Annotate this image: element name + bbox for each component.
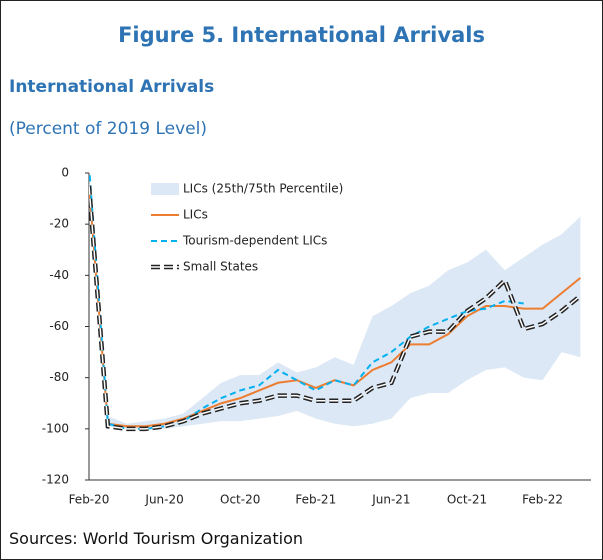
series-line-inner — [89, 185, 581, 430]
x-tick-label: Feb-20 — [69, 493, 110, 507]
x-tick-label: Feb-21 — [295, 493, 336, 507]
x-tick-label: Oct-20 — [220, 493, 260, 507]
y-tick-label: -120 — [42, 473, 69, 487]
figure-title: Figure 5. International Arrivals — [118, 23, 485, 47]
series-line — [89, 173, 524, 430]
y-tick-label: -80 — [49, 370, 69, 384]
x-tick-label: Feb-22 — [522, 493, 563, 507]
unit-note: (Percent of 2019 Level) — [9, 119, 207, 139]
y-tick-label: -20 — [49, 217, 69, 231]
y-tick-label: 0 — [61, 166, 69, 180]
x-tick-label: Jun-20 — [144, 493, 183, 507]
series-line — [89, 185, 582, 428]
chart: -120 -100 -80 -60 -40 -20 0 Feb-20 Jun-20 Oct-20 F… — [42, 166, 591, 507]
y-tick-label: -100 — [42, 421, 69, 435]
y-tick-label: -40 — [49, 268, 69, 282]
x-tick-label: Jun-21 — [371, 493, 410, 507]
legend-label: Tourism-dependent LICs — [182, 234, 327, 248]
percentile-band — [89, 180, 581, 429]
legend-label: LICs (25th/75th Percentile) — [183, 182, 343, 196]
x-tick-label: Oct-21 — [447, 493, 487, 507]
legend-label: Small States — [183, 260, 258, 274]
chart-subtitle: International Arrivals — [9, 77, 215, 97]
y-tick-label: -60 — [49, 319, 69, 333]
legend-swatch — [151, 183, 179, 195]
source-note: Sources: World Tourism Organization — [9, 529, 304, 548]
legend-label: LICs — [183, 208, 208, 222]
